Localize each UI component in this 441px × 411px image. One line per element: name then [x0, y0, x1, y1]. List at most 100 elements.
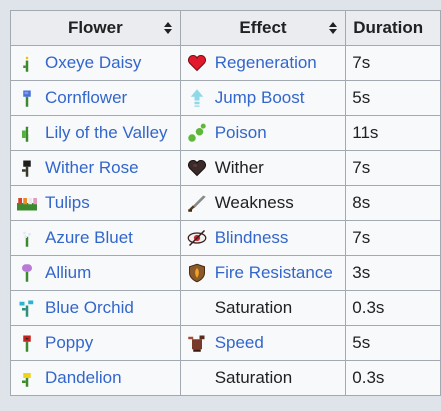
duration-value: 7s	[352, 53, 371, 72]
duration-cell: 7s	[345, 220, 441, 256]
wither-rose-icon	[17, 158, 37, 178]
duration-cell: 8s	[345, 185, 441, 221]
table-row: Dandelion Saturation 0.3s	[10, 360, 441, 396]
header-row: Flower Effect Duration	[10, 10, 441, 46]
table-row: Oxeye Daisy Regeneration 7s	[10, 45, 441, 81]
flower-link[interactable]: Poppy	[45, 333, 94, 352]
table-row: Cornflower Jump Boost 5s	[10, 80, 441, 116]
azure-bluet-icon	[17, 228, 37, 248]
duration-cell: 7s	[345, 45, 441, 81]
duration-value: 5s	[352, 333, 371, 352]
lily-of-the-valley-icon	[17, 123, 37, 143]
column-header-flower[interactable]: Flower	[10, 10, 181, 46]
blue-orchid-icon	[17, 298, 37, 318]
oxeye-daisy-icon	[17, 53, 37, 73]
flower-link[interactable]: Cornflower	[45, 88, 128, 107]
cornflower-icon	[17, 88, 37, 108]
flower-cell: Azure Bluet	[10, 220, 181, 256]
effect-cell: Saturation	[179, 290, 347, 326]
flower-cell: Blue Orchid	[10, 290, 181, 326]
table-row: Poppy Speed 5s	[10, 325, 441, 361]
effect-cell: Blindness	[179, 220, 347, 256]
flower-link[interactable]: Oxeye Daisy	[45, 53, 142, 72]
column-header-effect[interactable]: Effect	[179, 10, 347, 46]
table-row: Blue Orchid Saturation 0.3s	[10, 290, 441, 326]
effect-link[interactable]: Wither	[214, 158, 264, 177]
duration-cell: 7s	[345, 150, 441, 186]
flower-link[interactable]: Wither Rose	[45, 158, 139, 177]
column-header-flower-label: Flower	[67, 18, 123, 37]
effect-icon-placeholder	[187, 368, 207, 388]
effect-cell: Regeneration	[179, 45, 347, 81]
effect-cell: Speed	[179, 325, 347, 361]
effect-cell: Fire Resistance	[179, 255, 347, 291]
effect-cell: Poison	[179, 115, 347, 151]
flower-link[interactable]: Allium	[45, 263, 92, 282]
flower-link[interactable]: Dandelion	[45, 368, 122, 387]
flower-link[interactable]: Tulips	[45, 193, 90, 212]
table-row: Lily of the Valley Poison 11s	[10, 115, 441, 151]
duration-value: 7s	[352, 228, 371, 247]
effect-cell: Wither	[179, 150, 347, 186]
effect-link[interactable]: Jump Boost	[214, 88, 305, 107]
flower-cell: Dandelion	[10, 360, 181, 396]
duration-value: 0.3s	[352, 298, 385, 317]
table-row: Azure Bluet Blindness 7s	[10, 220, 441, 256]
fire-resistance-shield-icon	[187, 263, 207, 283]
flower-cell: Cornflower	[10, 80, 181, 116]
duration-value: 11s	[352, 123, 379, 142]
duration-value: 3s	[352, 263, 371, 282]
duration-cell: 0.3s	[345, 360, 441, 396]
effect-link[interactable]: Regeneration	[214, 53, 317, 72]
table-row: Tulips Weakness 8s	[10, 185, 441, 221]
effect-link[interactable]: Weakness	[214, 193, 294, 212]
flower-effects-table: Flower Effect Duration Oxeye Daisy Regen…	[10, 10, 441, 396]
effect-link[interactable]: Poison	[214, 123, 267, 142]
flower-cell: Wither Rose	[10, 150, 181, 186]
flower-link[interactable]: Lily of the Valley	[45, 123, 168, 142]
effect-link[interactable]: Saturation	[214, 368, 293, 387]
effect-cell: Weakness	[179, 185, 347, 221]
table-row: Allium Fire Resistance 3s	[10, 255, 441, 291]
duration-cell: 3s	[345, 255, 441, 291]
effect-cell: Saturation	[179, 360, 347, 396]
speed-icon	[187, 333, 207, 353]
table-row: Wither Rose Wither 7s	[10, 150, 441, 186]
flower-cell: Oxeye Daisy	[10, 45, 181, 81]
duration-value: 5s	[352, 88, 371, 107]
duration-cell: 11s	[345, 115, 441, 151]
duration-value: 0.3s	[352, 368, 385, 387]
sort-icon[interactable]	[329, 22, 338, 34]
dandelion-icon	[17, 368, 37, 388]
poison-icon	[187, 123, 207, 143]
effect-link[interactable]: Fire Resistance	[214, 263, 333, 282]
column-header-duration-label: Duration	[353, 18, 424, 37]
duration-value: 7s	[352, 158, 371, 177]
duration-cell: 5s	[345, 325, 441, 361]
duration-cell: 0.3s	[345, 290, 441, 326]
jump-boost-icon	[187, 88, 207, 108]
flower-link[interactable]: Azure Bluet	[45, 228, 133, 247]
effect-cell: Jump Boost	[179, 80, 347, 116]
duration-cell: 5s	[345, 80, 441, 116]
effect-link[interactable]: Saturation	[214, 298, 293, 317]
column-header-duration: Duration	[345, 10, 441, 46]
flower-cell: Tulips	[10, 185, 181, 221]
poppy-icon	[17, 333, 37, 353]
regeneration-heart-icon	[187, 53, 207, 73]
effect-icon-placeholder	[187, 298, 207, 318]
flower-link[interactable]: Blue Orchid	[45, 298, 134, 317]
effect-link[interactable]: Blindness	[214, 228, 289, 247]
duration-value: 8s	[352, 193, 371, 212]
sort-icon[interactable]	[163, 22, 172, 34]
flower-cell: Allium	[10, 255, 181, 291]
flower-effects-table-container: Flower Effect Duration Oxeye Daisy Regen…	[10, 10, 441, 396]
flower-cell: Lily of the Valley	[10, 115, 181, 151]
weakness-sword-icon	[187, 193, 207, 213]
flower-cell: Poppy	[10, 325, 181, 361]
tulips-icon	[17, 193, 37, 213]
wither-heart-icon	[187, 158, 207, 178]
blindness-eye-icon	[187, 228, 207, 248]
effect-link[interactable]: Speed	[214, 333, 264, 352]
allium-icon	[17, 263, 37, 283]
